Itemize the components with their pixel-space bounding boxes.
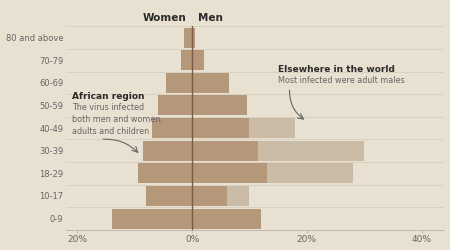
- Bar: [138, 163, 192, 183]
- Bar: [192, 208, 261, 229]
- Text: Most infected were adult males: Most infected were adult males: [278, 76, 405, 85]
- Bar: [112, 208, 192, 229]
- Bar: [184, 28, 192, 48]
- Bar: [180, 50, 192, 70]
- Bar: [192, 208, 261, 229]
- Bar: [192, 50, 195, 70]
- Bar: [166, 73, 192, 93]
- Bar: [192, 96, 247, 116]
- Bar: [192, 96, 232, 116]
- Bar: [192, 73, 207, 93]
- Bar: [146, 186, 192, 206]
- Text: Women: Women: [143, 13, 186, 23]
- Bar: [189, 186, 192, 206]
- Bar: [180, 141, 192, 161]
- Bar: [192, 141, 364, 161]
- Bar: [175, 163, 192, 183]
- Bar: [192, 186, 249, 206]
- Bar: [158, 96, 192, 116]
- Bar: [192, 73, 230, 93]
- Bar: [192, 163, 267, 183]
- Text: Elsewhere in the world: Elsewhere in the world: [278, 65, 395, 74]
- Bar: [186, 96, 192, 116]
- Text: The virus infected
both men and women,
adults and children: The virus infected both men and women, a…: [72, 103, 162, 136]
- Bar: [192, 141, 258, 161]
- Bar: [184, 118, 192, 138]
- Bar: [192, 28, 195, 48]
- Text: African region: African region: [72, 92, 144, 101]
- Text: Men: Men: [198, 13, 223, 23]
- Bar: [192, 186, 226, 206]
- Bar: [192, 50, 203, 70]
- Bar: [144, 141, 192, 161]
- Bar: [192, 118, 249, 138]
- Bar: [192, 118, 295, 138]
- Bar: [152, 118, 192, 138]
- Bar: [189, 208, 192, 229]
- Bar: [192, 163, 353, 183]
